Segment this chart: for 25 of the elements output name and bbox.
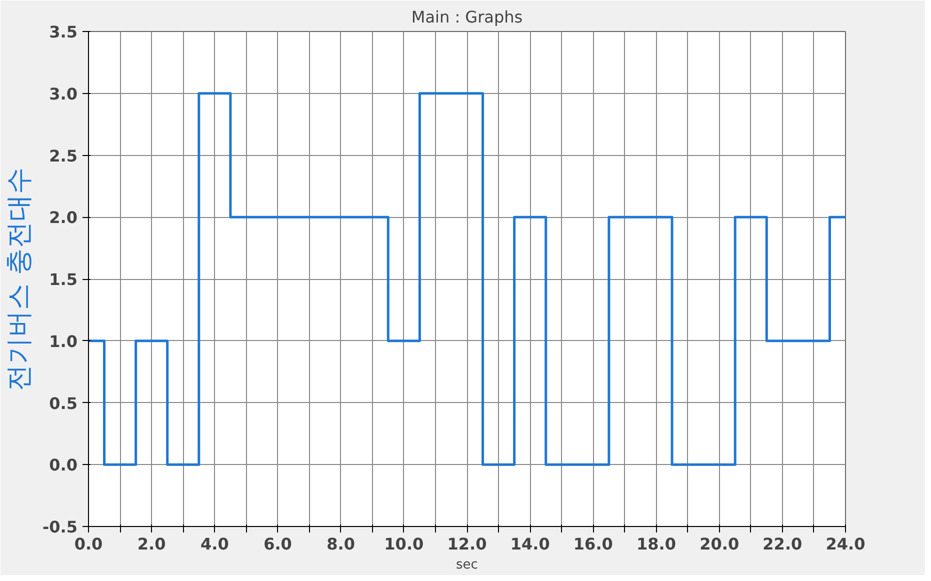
x-tick-label: 18.0 xyxy=(636,534,676,554)
y-tick-label: -0.5 xyxy=(42,518,78,536)
x-tick-label: 10.0 xyxy=(384,534,424,554)
x-tick-label: 2.0 xyxy=(137,534,166,554)
x-tick-label: 14.0 xyxy=(510,534,550,554)
y-tick-label: 0.0 xyxy=(49,456,78,475)
x-tick-label: 12.0 xyxy=(447,534,487,554)
x-tick-label: 20.0 xyxy=(700,534,740,554)
y-tick-label: 2.5 xyxy=(49,146,78,166)
x-axis-title: sec xyxy=(456,558,478,572)
x-tick-label: 6.0 xyxy=(264,534,292,554)
y-tick-label: 1.0 xyxy=(49,332,78,351)
y-tick-label: 1.5 xyxy=(49,270,78,289)
x-tick-label: 16.0 xyxy=(573,534,613,554)
x-tick-label: 22.0 xyxy=(762,534,802,554)
y-axis-title: 전기버스 충전대수 xyxy=(4,166,35,392)
x-tick-label: 0.0 xyxy=(74,534,103,554)
y-tick-label: 2.0 xyxy=(49,208,78,228)
y-tick-label: 3.5 xyxy=(49,22,78,42)
x-tick-label: 24.0 xyxy=(826,534,866,554)
y-tick-label: 3.0 xyxy=(49,84,78,104)
x-tick-label: 8.0 xyxy=(326,534,356,554)
y-tick-label: 0.5 xyxy=(49,394,78,413)
chart-title: Main : Graphs xyxy=(411,8,523,26)
x-tick-label: 4.0 xyxy=(200,534,229,554)
